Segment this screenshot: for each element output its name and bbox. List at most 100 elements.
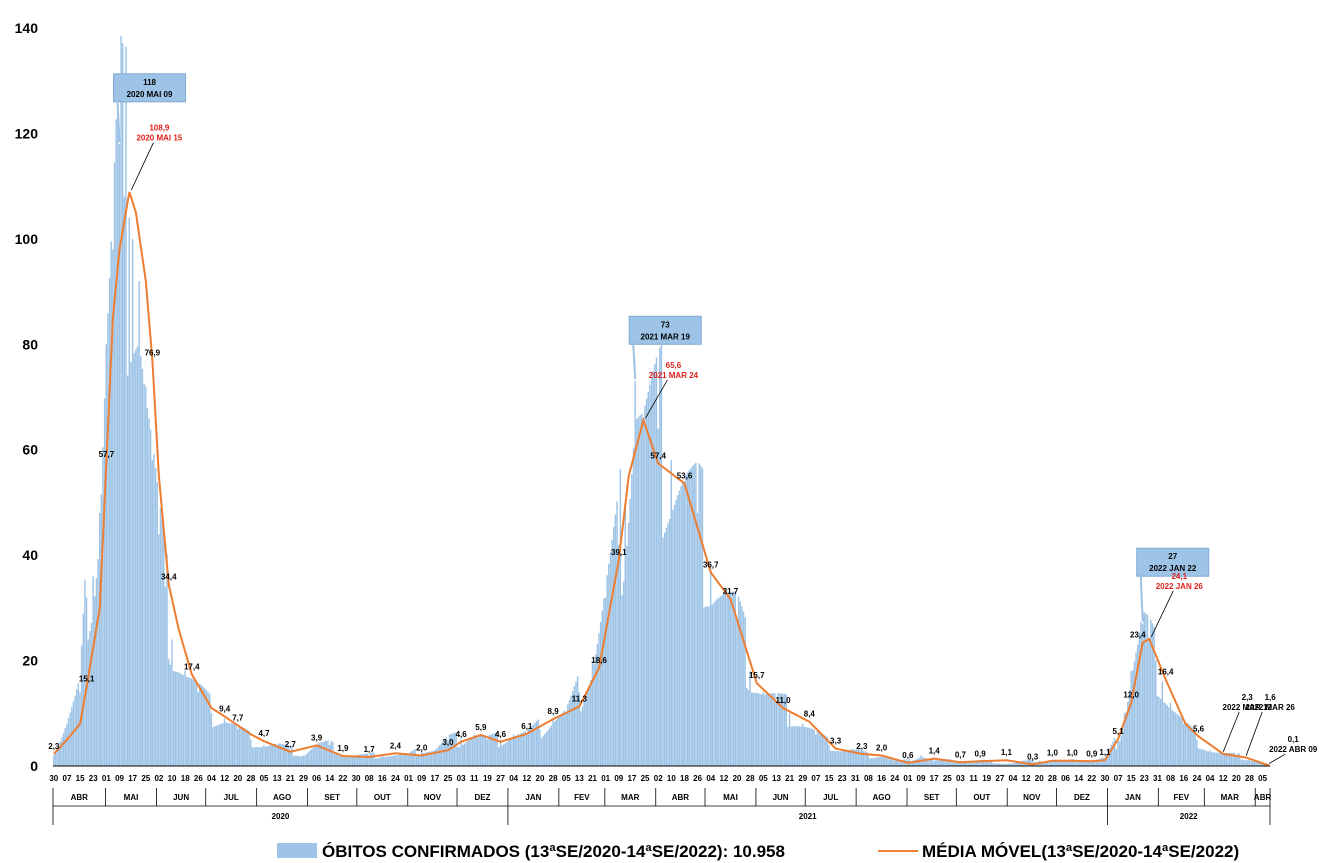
bar: [202, 686, 204, 766]
bar: [529, 727, 531, 766]
bar: [493, 733, 495, 766]
bar: [263, 744, 265, 766]
day-tick-label: 29: [299, 774, 308, 783]
bar: [775, 702, 778, 766]
bar: [526, 734, 528, 766]
bar: [1199, 748, 1201, 766]
bar: [98, 512, 101, 766]
bar: [404, 753, 406, 766]
bar: [800, 726, 802, 766]
bar: [102, 447, 104, 766]
bar: [555, 719, 558, 766]
bar: [190, 678, 193, 766]
bar: [915, 759, 917, 766]
day-tick-label: 12: [1219, 774, 1228, 783]
bar: [1196, 739, 1198, 766]
day-tick-label: 13: [273, 774, 282, 783]
bar: [61, 737, 63, 766]
bar: [478, 735, 480, 766]
bar: [494, 732, 497, 766]
bar: [810, 728, 812, 766]
bar: [108, 278, 111, 766]
bar: [879, 756, 881, 766]
bar: [913, 759, 916, 766]
bar: [599, 622, 602, 766]
bar: [613, 527, 615, 766]
day-tick-label: 17: [627, 774, 636, 783]
bar: [110, 241, 112, 767]
bar: [1143, 612, 1145, 766]
bar: [1174, 712, 1177, 766]
bar: [844, 750, 847, 766]
bar: [581, 706, 584, 766]
bar: [205, 690, 208, 766]
bar: [148, 418, 150, 766]
bar: [690, 467, 692, 766]
bar: [430, 751, 433, 766]
bar: [307, 752, 310, 766]
bar: [261, 747, 264, 766]
x-axis: 30 07 15 23 01 09 17 25 02 10 18 26 04 12 20 28 05 13 21 29…: [49, 765, 1271, 825]
callout-arrow: [645, 379, 668, 419]
day-tick-label: 20: [1232, 774, 1241, 783]
bar: [240, 726, 242, 766]
day-tick-label: 12: [220, 774, 229, 783]
bar: [1003, 763, 1006, 766]
day-tick-label: 16: [378, 774, 387, 783]
bar: [928, 758, 930, 766]
bar: [194, 680, 196, 766]
bar: [343, 756, 346, 766]
bar: [841, 750, 843, 766]
bar: [350, 755, 352, 766]
bar: [337, 754, 339, 766]
bar: [319, 742, 321, 766]
bar: [558, 716, 561, 766]
day-tick-label: 20: [1035, 774, 1044, 783]
bar: [411, 751, 413, 766]
bar: [1210, 752, 1213, 766]
bar: [552, 718, 554, 766]
bar: [471, 737, 474, 766]
month-label: JUL: [224, 793, 239, 802]
callout-box: [113, 73, 187, 103]
bar: [854, 750, 856, 766]
bar: [867, 755, 870, 766]
bar: [1112, 741, 1114, 766]
bar: [215, 725, 218, 766]
data-label: 5,6: [1193, 724, 1205, 733]
bar: [514, 735, 516, 766]
bar: [619, 469, 622, 766]
bar: [691, 465, 694, 766]
bar: [97, 558, 99, 766]
bar: [788, 713, 791, 766]
day-tick-label: 24: [890, 774, 899, 783]
bar: [578, 692, 580, 766]
bar: [961, 761, 963, 766]
bar: [984, 759, 986, 766]
bar: [113, 162, 116, 766]
bar: [146, 408, 149, 766]
bar: [1087, 761, 1090, 766]
bar: [286, 745, 288, 766]
bar: [989, 760, 991, 766]
data-label: 17,4: [184, 662, 200, 671]
bar: [816, 731, 819, 766]
legend-bars-label: ÓBITOS CONFIRMADOS (13ªSE/2020-14ªSE/202…: [322, 842, 785, 861]
bar: [140, 355, 142, 766]
bar: [936, 760, 939, 766]
bar: [1061, 760, 1063, 766]
bar: [931, 759, 934, 766]
bar: [1046, 761, 1049, 766]
bar: [406, 753, 408, 766]
day-tick-label: 18: [181, 774, 190, 783]
day-tick-label: 30: [1100, 774, 1109, 783]
bar: [92, 576, 94, 766]
day-tick-label: 05: [562, 774, 571, 783]
bar: [1227, 752, 1229, 766]
bar: [135, 349, 137, 766]
bar: [62, 732, 65, 766]
data-label: 1,9: [337, 744, 349, 753]
bar: [874, 757, 876, 766]
data-label: 53,6: [677, 471, 693, 480]
day-tick-label: 10: [168, 774, 177, 783]
